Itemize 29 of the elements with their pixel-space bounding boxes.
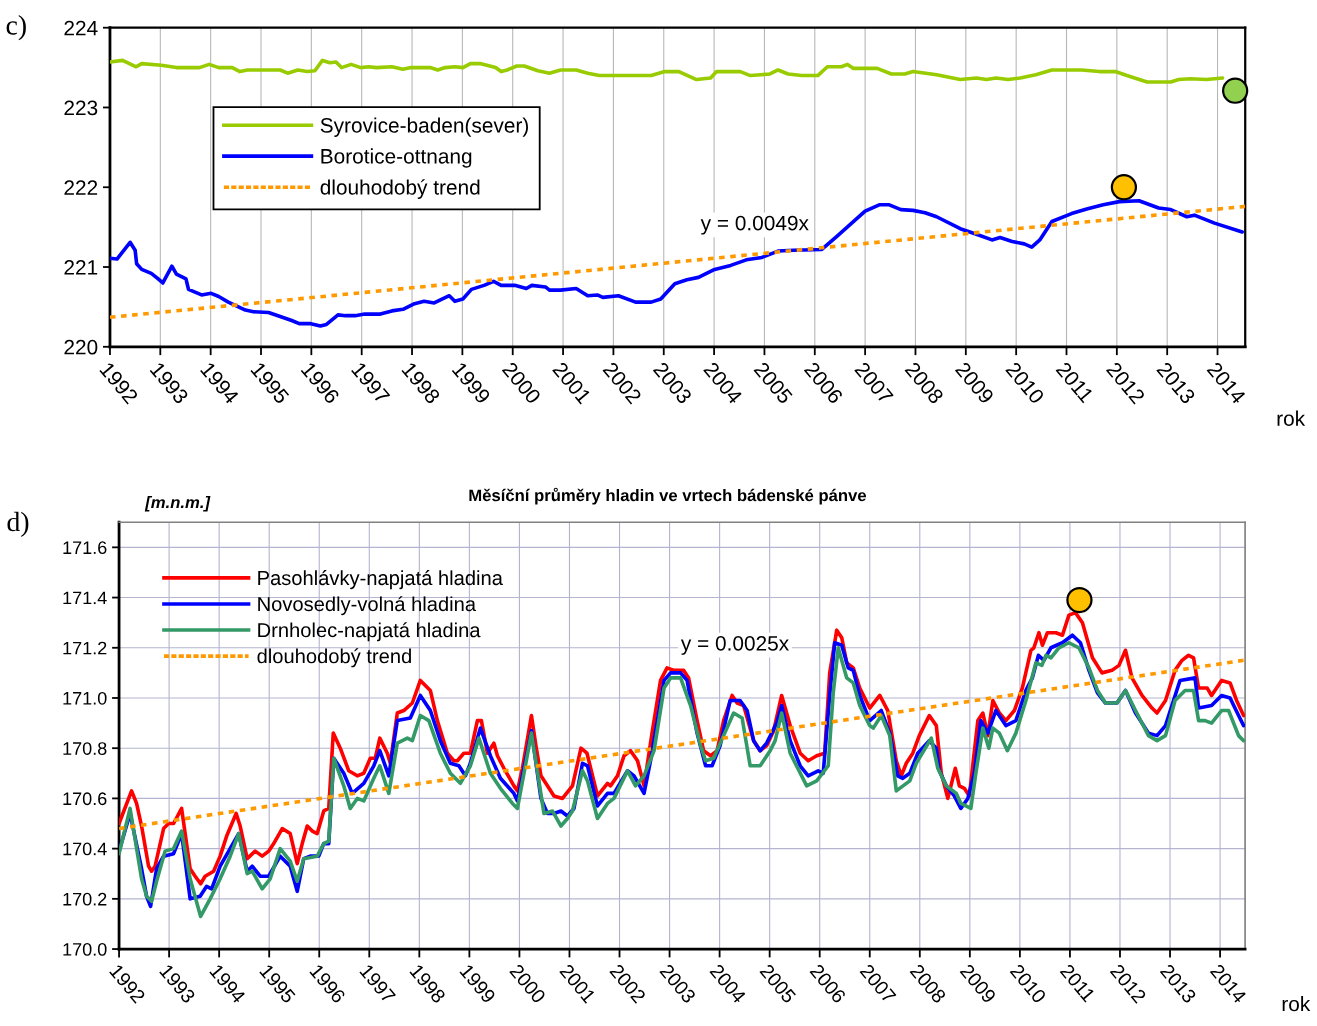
- legend-label: Borotice-ottnang: [321, 148, 472, 168]
- y-tick-label: 171.2: [63, 641, 107, 655]
- text: d): [7, 511, 29, 537]
- legend-label: Novosedly-volná hladina: [258, 596, 477, 616]
- legend-label: dlouhodobý trend: [257, 648, 411, 668]
- y-tick-label: 170.2: [63, 892, 107, 906]
- y-tick-label: 170.8: [63, 742, 107, 755]
- y-tick-label: 220: [64, 339, 98, 355]
- y-tick-label: 224: [64, 20, 98, 36]
- y-tick-label: 170.4: [63, 842, 107, 856]
- legend-label: Drnholec-napjatá hladina: [258, 622, 481, 642]
- y-tick-label: 222: [64, 180, 98, 195]
- y-tick-label: 223: [64, 100, 98, 116]
- y-tick-label: 171.0: [63, 691, 107, 705]
- y-tick-label: 171.4: [63, 591, 107, 605]
- annotation: y = 0.0049x: [700, 215, 809, 235]
- legend-label: dlouhodobý trend: [320, 179, 480, 199]
- y-tick-label: 171.6: [63, 541, 107, 555]
- annotation: y = 0.0025x: [680, 636, 789, 655]
- y-tick-label: 221: [64, 260, 98, 275]
- x-axis-title: rok: [1277, 410, 1306, 426]
- x-axis-title: rok: [1282, 996, 1311, 1012]
- legend-label: Syrovice-baden(sever): [320, 117, 529, 137]
- y-tick-label: 170.0: [63, 942, 107, 956]
- chart-title: Měsíční průměry hladin ve vrtech bádenské pánve: [469, 487, 867, 505]
- y-axis-title: [m.n.m.]: [144, 496, 211, 512]
- y-tick-label: 170.6: [63, 792, 107, 806]
- legend-label: Pasohlávky-napjatá hladina: [258, 570, 503, 590]
- text: c): [6, 15, 26, 41]
